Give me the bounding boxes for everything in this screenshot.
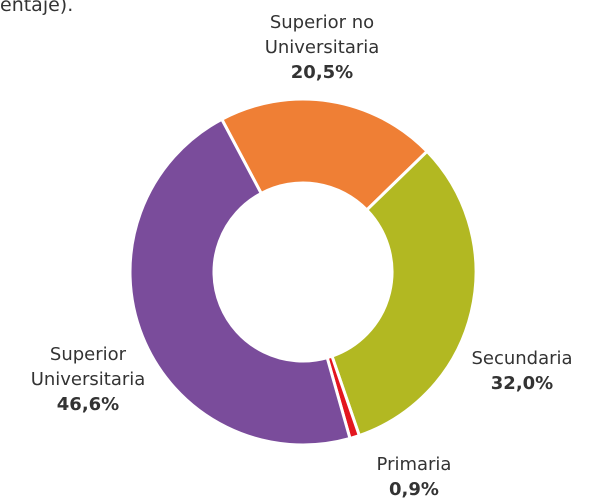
- category-name: Superior Universitaria: [30, 344, 146, 390]
- slice-label: Secundaria 32,0%: [442, 346, 601, 396]
- value-label: 32,0%: [490, 373, 554, 394]
- value-label: 0,9%: [389, 479, 439, 500]
- category-name: Superior no Universitaria: [264, 12, 380, 58]
- chart-title: entaje).: [0, 0, 74, 16]
- slice-label: Superior Universitaria 46,6%: [3, 342, 173, 417]
- category-name: Secundaria: [471, 348, 573, 369]
- donut-slice: [128, 117, 352, 447]
- value-label: 20,5%: [290, 62, 354, 83]
- slice-label: Primaria 0,9%: [354, 452, 474, 501]
- donut-slice: [330, 149, 478, 438]
- donut-slice: [219, 97, 430, 213]
- category-name: Primaria: [376, 454, 452, 475]
- slice-label: Superior no Universitaria 20,5%: [227, 10, 417, 85]
- value-label: 46,6%: [56, 394, 120, 415]
